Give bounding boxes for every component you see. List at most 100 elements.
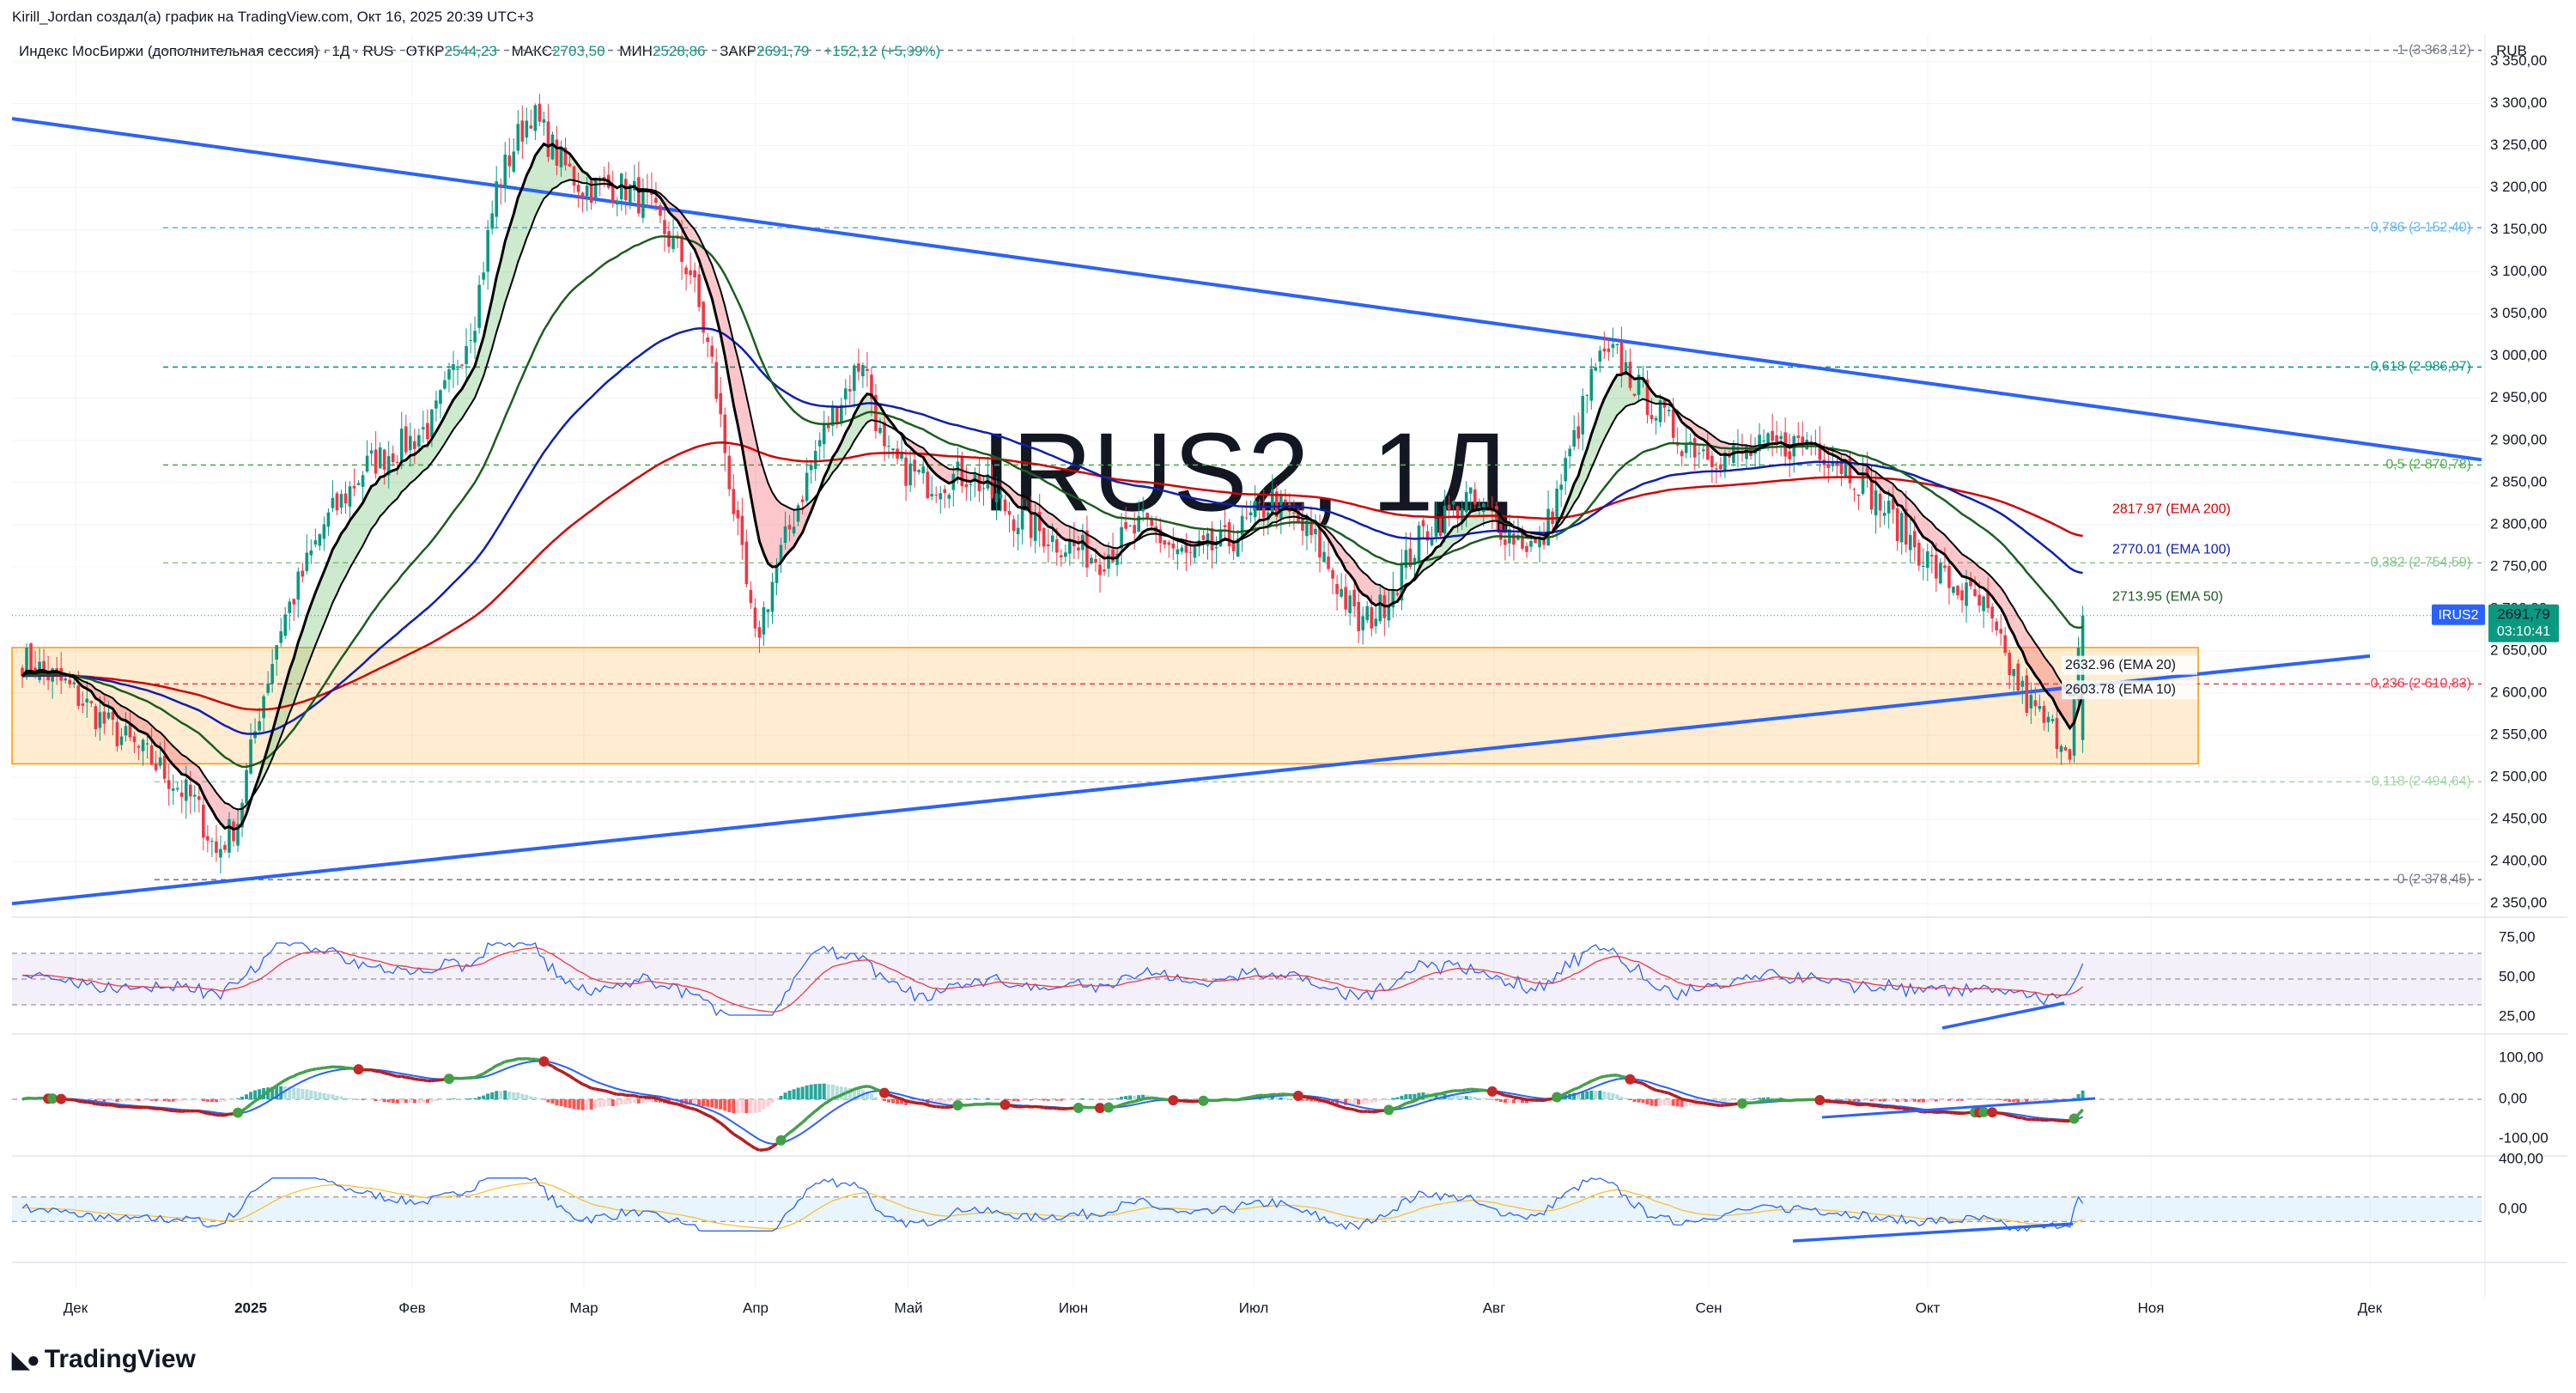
candle	[2059, 744, 2063, 765]
candle-body	[840, 405, 843, 423]
candle-body	[486, 229, 489, 272]
candle-body	[409, 435, 412, 451]
candle-body	[1982, 596, 1985, 611]
macd-histogram-bar	[702, 1099, 706, 1107]
macd-line-segment	[534, 1057, 540, 1062]
candle	[1796, 422, 1801, 447]
candle-body	[1706, 447, 1710, 460]
macd-histogram-bar	[1120, 1097, 1124, 1099]
macd-cross-dot	[443, 1074, 454, 1085]
macd-histogram-bar	[1391, 1098, 1395, 1099]
macd-histogram-bar	[469, 1098, 473, 1099]
macd-histogram-bar	[1382, 1099, 1387, 1100]
candle	[258, 707, 261, 734]
candle-body	[1477, 506, 1481, 508]
candle	[1555, 480, 1558, 540]
candle	[1468, 487, 1473, 511]
candle-body	[356, 483, 361, 485]
candle	[1589, 357, 1594, 410]
macd-histogram-bar	[973, 1098, 977, 1099]
candle	[1869, 464, 1874, 514]
macd-histogram-bar	[2050, 1099, 2055, 1101]
candle-body	[1408, 548, 1413, 567]
candle-body	[1340, 588, 1343, 597]
candle-body	[550, 134, 555, 160]
candle	[482, 261, 485, 286]
candle-body	[1137, 515, 1140, 532]
candle-body	[1904, 508, 1908, 545]
macd-line-segment	[1543, 1098, 1549, 1103]
candle	[1572, 415, 1576, 451]
candle-body	[589, 180, 593, 204]
candle	[1077, 536, 1080, 559]
macd-histogram-bar	[653, 1099, 658, 1103]
macd-histogram-bar	[2029, 1099, 2033, 1103]
macd-histogram-bar	[1869, 1099, 1874, 1102]
candle	[1952, 586, 1955, 596]
candle	[1331, 567, 1334, 595]
macd-histogram-bar	[990, 1098, 994, 1099]
macd-histogram-bar	[1067, 1099, 1072, 1100]
macd-histogram-bar	[1779, 1098, 1783, 1099]
macd-histogram-bar	[1283, 1098, 1287, 1099]
macd-histogram-bar	[538, 1098, 542, 1099]
candle	[1525, 542, 1528, 558]
candle	[1284, 489, 1287, 508]
macd-line-segment	[1837, 1100, 1842, 1104]
symbol-name[interactable]: Индекс МосБиржи (дополнительная сессия) …	[19, 43, 394, 59]
candle-body	[568, 163, 572, 167]
candle	[1598, 345, 1602, 374]
oscillator-band	[12, 1196, 2482, 1222]
candle	[270, 648, 274, 693]
macd-histogram-bar	[1370, 1099, 1374, 1103]
ema-label-background-4	[2062, 680, 2197, 700]
candle	[1710, 450, 1714, 484]
macd-line-segment	[1944, 1110, 1950, 1115]
macd-histogram-bar	[1637, 1099, 1641, 1103]
macd-cross-dot	[1072, 1103, 1084, 1114]
candle	[1322, 541, 1326, 563]
macd-histogram-bar	[1037, 1099, 1042, 1100]
candle-body	[430, 409, 434, 437]
macd-histogram-bar	[201, 1099, 205, 1102]
candle-body	[1943, 565, 1947, 569]
candle-body	[1352, 589, 1356, 607]
candle-body	[1236, 538, 1240, 557]
candle	[580, 192, 585, 213]
candle-body	[434, 400, 438, 409]
macd-line-segment	[1026, 1104, 1031, 1109]
macd-line-segment	[854, 1086, 860, 1091]
candle-body	[128, 724, 132, 738]
macd-histogram-bar	[222, 1099, 227, 1102]
macd-histogram-bar	[2003, 1099, 2008, 1101]
macd-histogram-bar	[313, 1091, 318, 1099]
macd-histogram-bar	[1899, 1099, 1904, 1102]
macd-line-segment	[293, 1072, 300, 1078]
candle	[844, 379, 848, 416]
price-tick-9: 2 900,00	[2490, 431, 2547, 447]
macd-histogram-bar	[1046, 1099, 1050, 1101]
macd-line-segment	[754, 1147, 761, 1152]
candle	[744, 529, 749, 588]
candle	[787, 514, 792, 542]
candle	[1335, 575, 1339, 611]
candle-body	[960, 457, 964, 487]
macd-cross-dot	[1198, 1095, 1209, 1106]
macd-line-segment	[1621, 1074, 1626, 1080]
price-badge-symbol: IRUS2	[2438, 608, 2478, 623]
candle-body	[1555, 489, 1558, 528]
candle	[641, 178, 645, 223]
candle	[1357, 587, 1360, 644]
macd-line-segment	[1961, 1111, 1967, 1116]
candle-body	[1865, 466, 1869, 478]
tradingview-logo[interactable]: ◣● TradingView	[12, 1345, 196, 1374]
macd-histogram-bar	[873, 1097, 878, 1099]
macd-line-segment	[276, 1081, 283, 1087]
macd-line-segment	[823, 1100, 829, 1106]
macd-histogram-bar	[770, 1099, 775, 1104]
macd-histogram-bar	[869, 1093, 873, 1099]
macd-histogram-bar	[593, 1099, 598, 1109]
macd-histogram-bar	[994, 1098, 999, 1100]
candle-body	[740, 515, 744, 545]
